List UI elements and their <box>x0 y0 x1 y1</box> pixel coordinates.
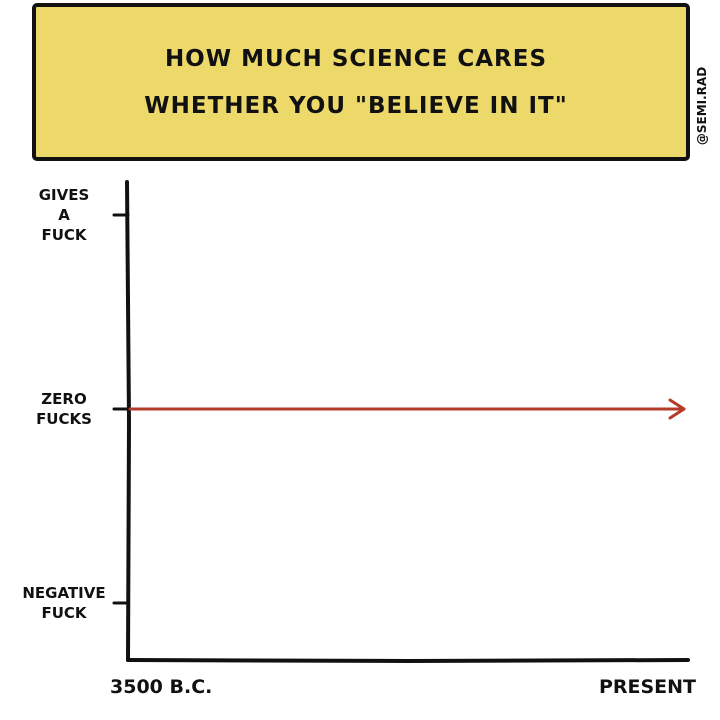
x-axis <box>126 658 690 664</box>
y-tick-label: NEGATIVE <box>22 584 105 602</box>
ticks-layer: GIVES A FUCK ZERO FUCKS NEGATIVE FUCK 3500 B.C.… <box>22 186 696 698</box>
series-arrowhead <box>668 398 686 420</box>
x-tick-label: PRESENT <box>599 676 696 698</box>
axes-layer <box>125 180 690 664</box>
y-tick-label: ZERO <box>41 390 86 408</box>
x-tick-label: 3500 B.C. <box>110 676 212 698</box>
y-tick-label: FUCK <box>41 226 87 244</box>
credit-label: @SEMI.RAD <box>695 67 709 145</box>
y-tick-label: A <box>58 206 70 224</box>
y-tick-label: FUCK <box>41 604 87 622</box>
chart-title-line-2: WHETHER YOU "BELIEVE IN IT" <box>144 93 567 119</box>
chart-title-line-1: HOW MUCH SCIENCE CARES <box>165 46 547 72</box>
title-box <box>32 3 690 161</box>
y-tick-label: GIVES <box>39 186 90 204</box>
series-layer <box>128 398 686 420</box>
y-tick-label: FUCKS <box>36 410 92 428</box>
y-axis <box>125 180 132 662</box>
